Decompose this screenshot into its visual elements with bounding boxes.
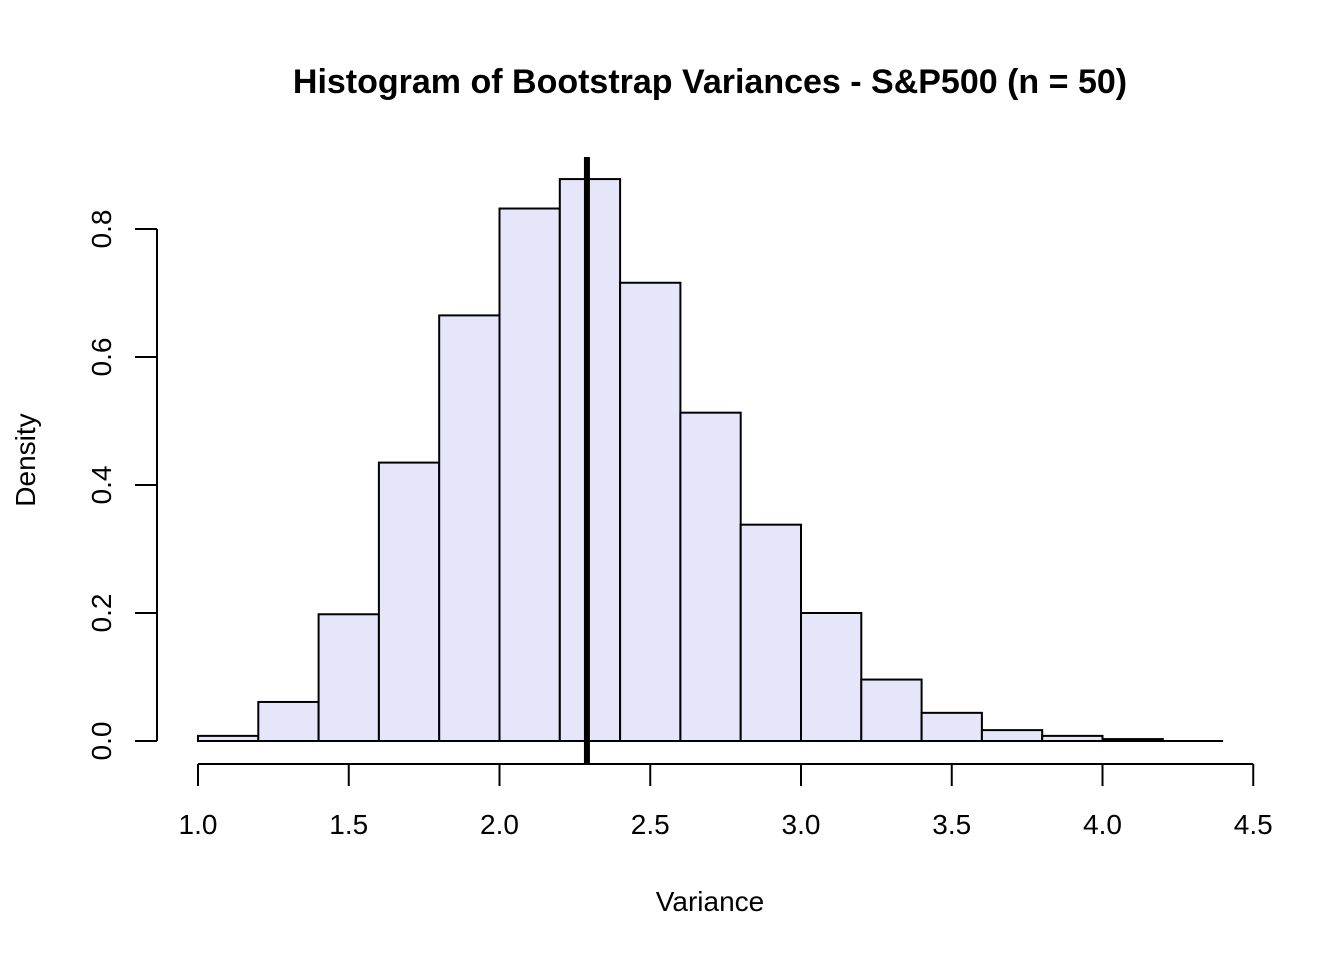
x-tick-label-3: 2.5 [631,809,670,840]
x-tick-label-2: 2.0 [480,809,519,840]
histogram-bar-10 [800,612,863,742]
histogram-bar-9 [739,523,803,742]
x-tick-label-7: 4.5 [1234,809,1273,840]
x-tick-label-5: 3.5 [932,809,971,840]
histogram-bar-2 [317,613,380,743]
y-tick-label-3: 0.6 [86,338,117,377]
histogram-bar-12 [920,711,983,743]
histogram-bar-5 [498,207,561,742]
y-tick-label-0: 0.0 [86,722,117,761]
histogram-bar-7 [619,281,682,742]
y-tick-label-2: 0.4 [86,466,117,505]
histogram-bar-3 [377,461,441,742]
histogram-bar-8 [679,411,742,742]
y-axis-label: Density [10,413,41,506]
x-tick-label-0: 1.0 [179,809,218,840]
histogram-bar-1 [257,700,320,743]
histogram-bar-4 [438,314,501,742]
x-tick-label-6: 4.0 [1083,809,1122,840]
y-axis: 0.0 0.2 0.4 0.6 0.8 [86,210,158,761]
y-tick-label-4: 0.8 [86,210,117,249]
x-tick-label-4: 3.0 [782,809,821,840]
histogram-bar-11 [860,678,923,742]
chart-title: Histogram of Bootstrap Variances - S&P50… [293,63,1127,101]
x-axis-label: Variance [656,886,764,917]
histogram-bar-13 [980,729,1044,742]
histogram-bar-6 [558,178,622,742]
histogram-bars [197,178,1164,743]
y-tick-label-1: 0.2 [86,594,117,633]
x-tick-label-1: 1.5 [329,809,368,840]
x-axis: 1.0 1.5 2.0 2.5 3.0 3.5 4.0 4.5 [179,763,1273,840]
